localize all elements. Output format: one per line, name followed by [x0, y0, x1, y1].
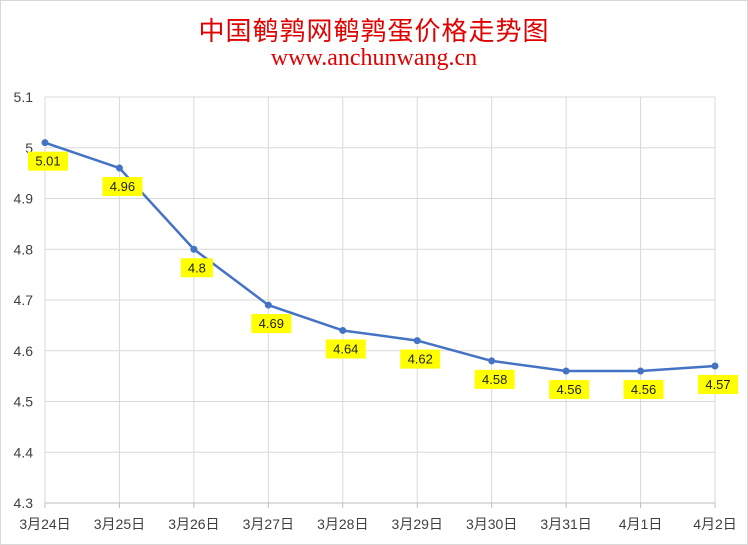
data-label-text: 4.56 — [631, 382, 656, 397]
x-axis: 3月24日 3月25日 3月26日 3月27日 3月28日 3月29日 3月30日 3月31日… — [19, 502, 737, 532]
data-label-bg — [180, 258, 213, 278]
data-label: 4.56 — [623, 380, 664, 400]
y-tick-label: 4.8 — [14, 241, 34, 257]
data-label-bg — [251, 314, 292, 334]
data-label-bg — [28, 151, 68, 171]
data-label-text: 4.8 — [188, 260, 206, 275]
data-point — [41, 139, 49, 147]
data-label-text: 4.58 — [482, 372, 507, 387]
data-point — [413, 337, 421, 345]
data-label-bg — [549, 380, 590, 400]
x-tick-label: 3月24日 — [19, 516, 70, 532]
data-label-text: 4.57 — [705, 377, 730, 392]
data-point — [637, 367, 645, 375]
data-label: 5.01 — [28, 151, 68, 171]
series-line-path — [44, 141, 716, 373]
data-label: 4.57 — [698, 374, 738, 394]
y-axis: 4.3 4.4 4.5 4.6 4.7 4.8 4.9 5 5.1 — [14, 89, 34, 511]
y-tick-label: 4.7 — [14, 292, 34, 308]
chart-subtitle: www.anchunwang.cn — [270, 45, 478, 71]
data-label-text: 5.01 — [35, 154, 60, 169]
x-tick-label: 3月31日 — [540, 516, 591, 532]
y-tick-label: 5.1 — [14, 89, 34, 105]
data-label: 4.62 — [400, 349, 441, 369]
x-tick-label: 3月28日 — [317, 516, 368, 532]
data-label-text: 4.62 — [408, 352, 433, 367]
series-line — [44, 141, 716, 373]
data-point — [264, 301, 272, 309]
chart-title: 中国鹌鹑网鹌鹑蛋价格走势图 — [198, 17, 550, 47]
data-points — [41, 139, 719, 375]
data-label: 4.96 — [102, 177, 143, 197]
data-label: 4.56 — [549, 380, 590, 400]
data-point — [488, 357, 496, 365]
x-tick-label: 3月26日 — [168, 516, 219, 532]
y-tick-label: 4.5 — [14, 394, 34, 410]
data-label-bg — [102, 177, 143, 197]
data-label: 4.8 — [180, 258, 213, 278]
x-tick-label: 4月2日 — [693, 516, 737, 532]
data-label-bg — [623, 380, 664, 400]
data-label-bg — [698, 374, 738, 394]
y-tick-label: 5 — [25, 140, 33, 156]
x-tick-label: 3月29日 — [392, 516, 443, 532]
data-label-bg — [325, 339, 366, 359]
data-label: 4.64 — [325, 339, 366, 359]
data-label: 4.58 — [474, 369, 515, 389]
data-label-text: 4.56 — [556, 382, 581, 397]
data-label-text: 4.96 — [110, 179, 135, 194]
y-tick-label: 4.4 — [14, 444, 34, 460]
x-tick-label: 3月30日 — [466, 516, 517, 532]
data-label-text: 4.69 — [259, 316, 284, 331]
x-tick-label: 3月25日 — [94, 516, 145, 532]
data-label-bg — [474, 369, 515, 389]
data-labels: 5.01 4.96 4.8 4.69 4.64 4.62 4.58 4.56 4.56 4.57 — [28, 151, 738, 400]
y-tick-label: 4.3 — [14, 495, 34, 511]
data-point — [190, 245, 198, 253]
grid — [44, 96, 716, 504]
y-tick-label: 4.9 — [14, 191, 34, 207]
data-point — [339, 326, 347, 334]
data-label-text: 4.64 — [333, 341, 358, 356]
data-point — [711, 362, 719, 370]
data-label: 4.69 — [251, 314, 292, 334]
data-point — [562, 367, 570, 375]
x-tick-label: 4月1日 — [619, 516, 663, 532]
y-tick-label: 4.6 — [14, 343, 34, 359]
data-label-bg — [400, 349, 441, 369]
data-point — [115, 164, 123, 172]
x-tick-label: 3月27日 — [243, 516, 294, 532]
